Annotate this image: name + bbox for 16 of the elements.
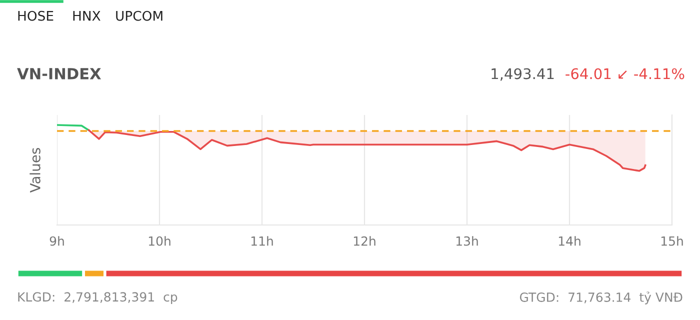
text: GTGD: 71,763.14 tỷ VNĐ (520, 292, 682, 304)
y-axis-title: Values (30, 148, 40, 193)
chart-title: VN-INDEX (17, 68, 102, 80)
x-tick-label: 12h (354, 236, 376, 246)
text: KLGD: 2,791,813,391 cp (18, 292, 178, 304)
text: 1,493.41 (492, 68, 554, 81)
x-tick-label: 15h (661, 236, 683, 246)
text: -64.01 ↙ -4.11% (566, 68, 684, 80)
text: HNX (73, 11, 100, 21)
x-tick-label: 10h (148, 236, 170, 246)
x-tick-label: 14h (558, 236, 580, 246)
text: UPCOM (116, 10, 162, 21)
x-tick-label: 9h (50, 236, 64, 246)
x-tick-label: 11h (251, 236, 273, 246)
text: HOSE (18, 10, 54, 21)
x-tick-label: 13h (456, 236, 478, 246)
